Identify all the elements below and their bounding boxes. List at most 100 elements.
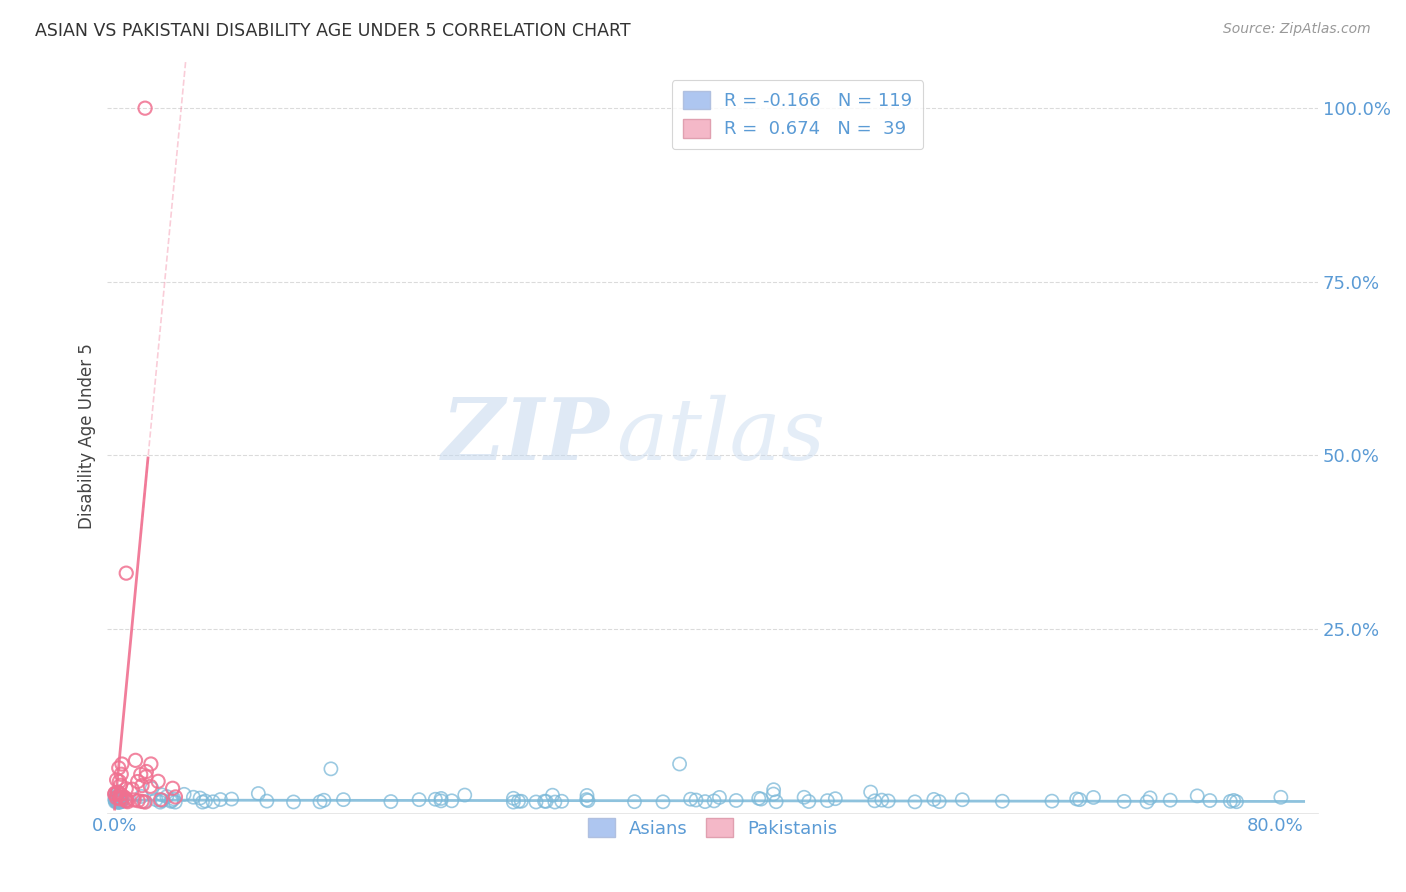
Point	[1066, 792, 1088, 806]
Point	[150, 793, 173, 807]
Point	[877, 794, 900, 808]
Point	[765, 795, 787, 809]
Point	[679, 792, 702, 806]
Point	[105, 790, 128, 805]
Point	[1270, 790, 1292, 805]
Point	[194, 794, 217, 808]
Y-axis label: Disability Age Under 5: Disability Age Under 5	[79, 343, 96, 529]
Point	[440, 794, 463, 808]
Point	[105, 791, 128, 805]
Point	[129, 767, 152, 781]
Point	[141, 781, 163, 796]
Point	[110, 793, 132, 807]
Point	[134, 795, 156, 809]
Point	[1083, 790, 1105, 805]
Legend: Asians, Pakistanis: Asians, Pakistanis	[581, 811, 845, 845]
Point	[149, 795, 172, 809]
Point	[104, 786, 127, 800]
Point	[201, 795, 224, 809]
Point	[150, 794, 173, 808]
Point	[108, 774, 131, 789]
Point	[824, 791, 846, 805]
Point	[139, 756, 162, 771]
Point	[139, 780, 162, 794]
Point	[165, 789, 187, 804]
Point	[533, 794, 555, 808]
Point	[748, 791, 770, 805]
Point	[108, 795, 131, 809]
Point	[191, 795, 214, 809]
Point	[950, 793, 973, 807]
Point	[1114, 794, 1136, 808]
Point	[112, 789, 135, 804]
Point	[709, 790, 731, 805]
Point	[107, 761, 129, 775]
Point	[425, 792, 447, 806]
Point	[108, 794, 131, 808]
Point	[454, 788, 477, 802]
Point	[127, 774, 149, 789]
Point	[110, 794, 132, 808]
Text: atlas: atlas	[616, 395, 825, 477]
Point	[146, 774, 169, 789]
Point	[110, 793, 132, 807]
Point	[134, 795, 156, 809]
Point	[111, 757, 134, 772]
Point	[149, 793, 172, 807]
Point	[104, 790, 127, 805]
Point	[575, 789, 598, 803]
Point	[904, 795, 927, 809]
Point	[725, 793, 748, 807]
Point	[762, 787, 785, 801]
Text: Source: ZipAtlas.com: Source: ZipAtlas.com	[1223, 22, 1371, 37]
Point	[319, 762, 342, 776]
Point	[104, 793, 127, 807]
Text: ASIAN VS PAKISTANI DISABILITY AGE UNDER 5 CORRELATION CHART: ASIAN VS PAKISTANI DISABILITY AGE UNDER …	[35, 22, 631, 40]
Point	[107, 795, 129, 809]
Point	[150, 788, 173, 802]
Point	[104, 787, 127, 801]
Point	[111, 791, 134, 805]
Point	[107, 795, 129, 809]
Point	[544, 795, 567, 809]
Point	[863, 794, 886, 808]
Point	[117, 795, 139, 809]
Point	[430, 791, 453, 805]
Point	[135, 764, 157, 779]
Point	[623, 795, 645, 809]
Point	[312, 793, 335, 807]
Point	[160, 794, 183, 808]
Point	[283, 795, 305, 809]
Point	[762, 782, 785, 797]
Point	[115, 781, 138, 796]
Point	[508, 794, 530, 808]
Point	[104, 792, 127, 806]
Point	[105, 772, 128, 787]
Point	[107, 789, 129, 804]
Point	[105, 795, 128, 809]
Point	[124, 753, 146, 767]
Point	[160, 793, 183, 807]
Point	[922, 792, 945, 806]
Point	[859, 785, 882, 799]
Point	[108, 792, 131, 806]
Point	[793, 790, 815, 805]
Point	[408, 792, 430, 806]
Point	[173, 787, 195, 801]
Point	[551, 794, 574, 808]
Point	[247, 787, 270, 801]
Point	[510, 794, 533, 808]
Point	[105, 795, 128, 809]
Point	[122, 793, 145, 807]
Point	[256, 794, 278, 808]
Point	[104, 789, 127, 803]
Point	[652, 795, 675, 809]
Point	[162, 781, 184, 796]
Point	[131, 789, 153, 804]
Point	[110, 778, 132, 792]
Point	[134, 101, 156, 115]
Point	[1136, 795, 1159, 809]
Point	[928, 795, 950, 809]
Point	[114, 791, 136, 805]
Point	[797, 795, 820, 809]
